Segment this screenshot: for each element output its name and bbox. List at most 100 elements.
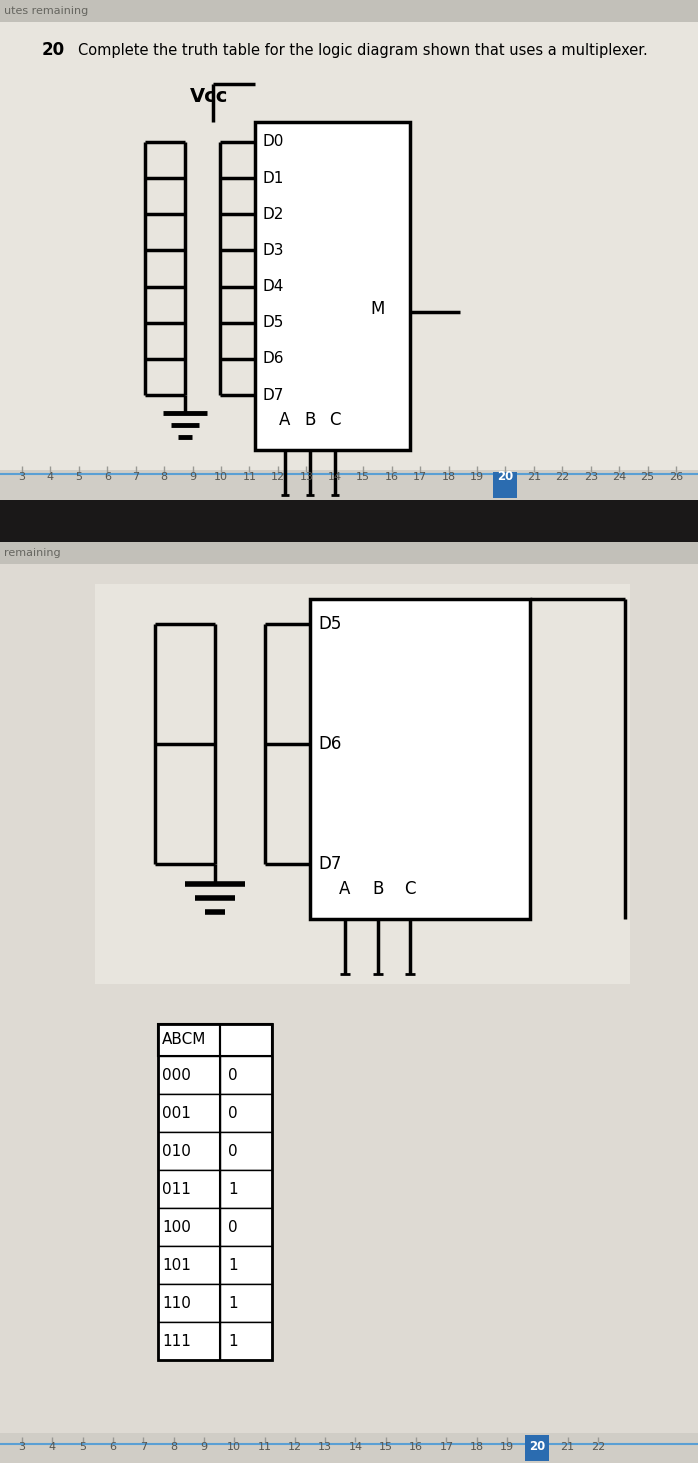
Text: 3: 3 [19, 473, 26, 481]
Text: 4: 4 [47, 473, 54, 481]
Text: C: C [404, 881, 416, 898]
Text: A: A [339, 881, 350, 898]
Text: ABCM: ABCM [162, 1033, 207, 1048]
Bar [220, 1132, 272, 1170]
Text: 000: 000 [162, 1068, 191, 1083]
Text: 0: 0 [228, 1220, 237, 1235]
Text: remaining: remaining [4, 549, 61, 557]
Bar [0, 22, 698, 500]
Text: 17: 17 [439, 1443, 454, 1451]
Text: 7: 7 [132, 473, 140, 481]
Text: 13: 13 [318, 1443, 332, 1451]
Text: 111: 111 [162, 1333, 191, 1349]
Bar [158, 1024, 272, 1056]
Bar [220, 1285, 272, 1323]
Text: 19: 19 [470, 473, 484, 481]
Text: 18: 18 [441, 473, 456, 481]
Bar [220, 1246, 272, 1285]
Text: 20: 20 [497, 471, 514, 483]
Text: B: B [304, 411, 315, 429]
Bar [158, 1056, 220, 1094]
Text: 3: 3 [19, 1443, 26, 1451]
Text: 9: 9 [200, 1443, 207, 1451]
Text: 6: 6 [110, 1443, 117, 1451]
Text: 0: 0 [228, 1068, 237, 1083]
Text: 19: 19 [500, 1443, 514, 1451]
Bar [0, 0, 698, 22]
Text: 10: 10 [228, 1443, 242, 1451]
Text: 010: 010 [162, 1144, 191, 1159]
Text: 11: 11 [242, 473, 256, 481]
Text: 18: 18 [470, 1443, 484, 1451]
Bar [158, 1170, 220, 1208]
Text: 1: 1 [228, 1296, 237, 1311]
Bar [526, 1435, 549, 1462]
Bar [0, 541, 698, 565]
Text: 8: 8 [161, 473, 168, 481]
Text: D2: D2 [263, 206, 284, 222]
Bar [158, 1323, 220, 1361]
Text: 13: 13 [299, 473, 313, 481]
Text: 17: 17 [413, 473, 427, 481]
Text: Vcc: Vcc [190, 88, 228, 107]
Text: 16: 16 [409, 1443, 423, 1451]
Text: D5: D5 [263, 315, 284, 331]
Text: 12: 12 [288, 1443, 302, 1451]
Text: D4: D4 [263, 279, 284, 294]
Bar [310, 598, 530, 919]
Text: D0: D0 [263, 135, 284, 149]
Bar [95, 584, 630, 985]
Text: D5: D5 [318, 614, 341, 633]
Text: 1: 1 [228, 1182, 237, 1197]
Text: D7: D7 [318, 854, 341, 873]
Bar [158, 1024, 272, 1361]
Bar [158, 1132, 220, 1170]
Bar [220, 1208, 272, 1246]
Text: D7: D7 [263, 388, 284, 402]
Text: Complete the truth table for the logic diagram shown that uses a multiplexer.: Complete the truth table for the logic d… [78, 42, 648, 57]
Text: 21: 21 [527, 473, 541, 481]
Text: 22: 22 [591, 1443, 605, 1451]
Text: 100: 100 [162, 1220, 191, 1235]
Bar [493, 473, 517, 497]
Text: D6: D6 [318, 734, 341, 753]
Text: 15: 15 [356, 473, 370, 481]
Bar [0, 1432, 698, 1463]
Text: 101: 101 [162, 1258, 191, 1273]
Text: 4: 4 [49, 1443, 56, 1451]
Text: 0: 0 [228, 1144, 237, 1159]
Text: 12: 12 [271, 473, 285, 481]
Bar [0, 470, 698, 500]
Text: 25: 25 [641, 473, 655, 481]
Text: 21: 21 [560, 1443, 574, 1451]
Text: 1: 1 [228, 1333, 237, 1349]
Text: 23: 23 [584, 473, 597, 481]
Text: 20: 20 [529, 1441, 546, 1454]
Text: 110: 110 [162, 1296, 191, 1311]
Text: 11: 11 [258, 1443, 272, 1451]
Text: 24: 24 [612, 473, 626, 481]
Bar [158, 1094, 220, 1132]
Bar [220, 1170, 272, 1208]
Text: 0: 0 [228, 1106, 237, 1121]
Text: D3: D3 [263, 243, 285, 257]
Text: 20: 20 [42, 41, 65, 59]
Text: 001: 001 [162, 1106, 191, 1121]
Bar [220, 1094, 272, 1132]
Text: 011: 011 [162, 1182, 191, 1197]
Bar [0, 500, 698, 541]
Text: A: A [279, 411, 290, 429]
Bar [0, 565, 698, 1463]
Text: 1: 1 [228, 1258, 237, 1273]
Text: 8: 8 [170, 1443, 177, 1451]
Bar [220, 1323, 272, 1361]
Text: D6: D6 [263, 351, 285, 366]
Text: 14: 14 [328, 473, 342, 481]
Bar [255, 121, 410, 451]
Bar [220, 1056, 272, 1094]
Bar [158, 1208, 220, 1246]
Text: 9: 9 [189, 473, 196, 481]
Text: 7: 7 [140, 1443, 147, 1451]
Text: B: B [372, 881, 384, 898]
Text: 10: 10 [214, 473, 228, 481]
